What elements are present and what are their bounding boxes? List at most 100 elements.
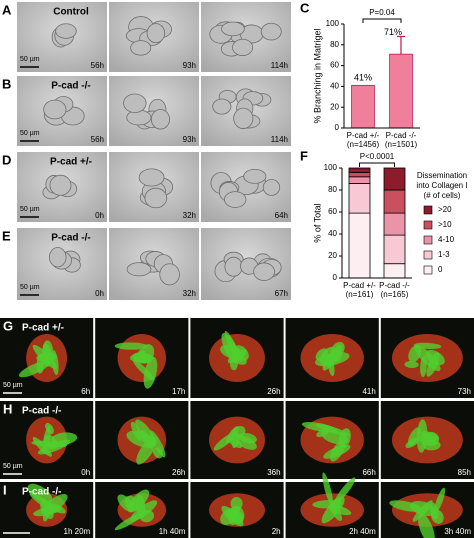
time-label: 32h <box>183 289 196 298</box>
panel-letter: F <box>300 148 308 163</box>
y-tick-label: 0 <box>335 123 340 132</box>
y-tick-label: 60 <box>328 207 337 216</box>
panel-letter: G <box>3 318 13 333</box>
cell-green <box>133 359 155 381</box>
value-label: 41% <box>354 73 372 83</box>
panel-letter: D <box>2 152 11 167</box>
legend-label: 0 <box>438 265 443 274</box>
time-label: 1h 20m <box>64 527 91 536</box>
time-label: 41h <box>362 387 375 396</box>
time-label: 6h <box>81 387 90 396</box>
time-label: 2h 40m <box>349 527 376 536</box>
cell-green <box>48 502 66 514</box>
x-tick-label: P-cad +/- <box>347 131 380 140</box>
cell-green <box>434 487 446 513</box>
bar-segment <box>348 167 371 173</box>
bar-segment <box>348 182 371 214</box>
significance-bracket <box>362 18 402 23</box>
organoid <box>253 262 275 281</box>
cell-green <box>329 498 342 513</box>
time-label: 114h <box>271 61 288 70</box>
legend-label: >20 <box>438 205 452 214</box>
time-label: 0h <box>81 468 90 477</box>
scale-label: 50 µm <box>20 130 40 137</box>
organoid <box>260 22 282 41</box>
bar-segment <box>383 263 406 279</box>
time-label: 85h <box>458 468 471 477</box>
organoid <box>144 187 168 209</box>
panel-letter: H <box>3 401 12 416</box>
panel-label: P-cad -/- <box>51 233 90 244</box>
organoid <box>138 168 165 187</box>
organoid <box>49 174 72 196</box>
cell-green <box>423 431 440 446</box>
time-label: 26h <box>267 387 280 396</box>
cell-green <box>114 342 148 350</box>
organoid <box>212 98 232 115</box>
x-tick-sublabel: (n=1456) <box>347 140 380 149</box>
organoid <box>146 23 166 44</box>
legend-swatch <box>423 205 433 215</box>
panel-label: P-cad -/- <box>22 406 61 417</box>
cell-green <box>220 344 243 359</box>
cell-green <box>389 500 422 512</box>
organoid <box>48 247 67 268</box>
bar-segment <box>383 167 406 191</box>
panel-label: P-cad +/- <box>22 323 64 334</box>
time-label: 32h <box>183 211 196 220</box>
bar-segment <box>348 176 371 184</box>
p-value: P<0.0001 <box>360 152 395 161</box>
y-tick-label: 20 <box>330 102 339 111</box>
organoid <box>55 23 77 39</box>
legend-label: 1-3 <box>438 250 450 259</box>
cell-green <box>408 345 422 363</box>
bar <box>351 84 375 129</box>
organoid <box>262 179 281 196</box>
x-tick-sublabel: (n=165) <box>381 290 409 299</box>
organoid <box>243 168 267 184</box>
time-label: 93h <box>183 61 196 70</box>
panel-letter: B <box>2 76 11 91</box>
time-label: 114h <box>271 135 288 144</box>
x-tick-label: P-cad -/- <box>379 281 410 290</box>
organoid <box>233 107 254 129</box>
y-tick-label: 20 <box>328 251 337 260</box>
x-tick-label: P-cad -/- <box>386 131 417 140</box>
legend-swatch <box>423 265 433 275</box>
cell-green <box>213 432 237 451</box>
cell-green <box>36 354 45 374</box>
panel-letter: A <box>2 2 12 17</box>
organoid <box>221 21 245 37</box>
time-label: 0h <box>95 211 104 220</box>
cell-green <box>51 350 59 376</box>
legend-label: 4-10 <box>438 235 455 244</box>
panel-label: P-cad -/- <box>22 487 61 498</box>
legend-swatch <box>423 220 433 230</box>
bar-segment <box>348 171 371 178</box>
time-label: 17h <box>172 387 185 396</box>
time-label: 67h <box>275 289 288 298</box>
cell-green <box>44 434 58 450</box>
significance-bracket <box>359 162 395 167</box>
time-label: 73h <box>458 387 471 396</box>
chart-bg <box>296 0 474 150</box>
organoid <box>232 38 254 56</box>
x-tick-label: P-cad +/- <box>343 281 376 290</box>
organoid <box>126 262 152 277</box>
value-label: 71% <box>384 27 402 37</box>
time-label: 66h <box>362 468 375 477</box>
cell-green <box>408 427 421 446</box>
bar <box>389 53 413 129</box>
bar-segment <box>383 212 406 236</box>
cell-green <box>322 472 334 507</box>
panel-label: Control <box>53 7 89 18</box>
time-label: 64h <box>275 211 288 220</box>
time-label: 0h <box>95 289 104 298</box>
time-label: 26h <box>172 468 185 477</box>
x-tick-sublabel: (n=1501) <box>385 140 418 149</box>
time-label: 1h 40m <box>159 527 186 536</box>
legend-label: >10 <box>438 220 452 229</box>
scale-label: 50 µm <box>20 206 40 213</box>
scale-label: 50 µm <box>3 463 23 470</box>
